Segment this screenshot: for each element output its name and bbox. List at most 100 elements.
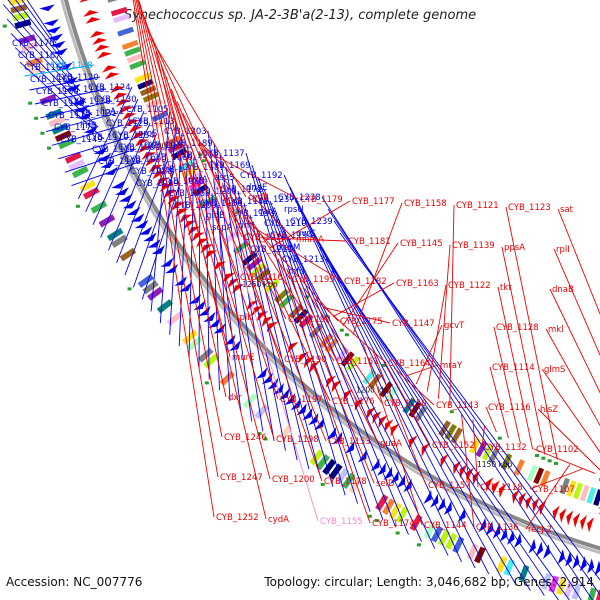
plus-cog-block <box>51 123 69 135</box>
minus-strand-gene-arrow <box>213 261 227 272</box>
plus-cog-block <box>111 234 128 248</box>
minus-label-leader <box>146 26 243 238</box>
plus-strand-gene-arrow <box>579 556 587 572</box>
plus-gene-label: CYB_1237 <box>252 195 295 205</box>
plus-gene-label: dnaE <box>246 183 267 193</box>
plus-green-marker <box>367 514 372 518</box>
minus-gene-label: rplI <box>556 245 570 255</box>
minus-gene-label: CYB_1116 <box>488 403 531 413</box>
minus-strand-gene-arrow <box>325 375 337 388</box>
plus-label-leader <box>251 164 359 504</box>
plus-strand-gene-arrow <box>57 62 73 70</box>
minus-strand-gene-arrow <box>94 44 110 52</box>
minus-strand-gene-arrow <box>298 351 310 364</box>
minus-gene-label: sat <box>560 205 574 215</box>
plus-gene-label: infB <box>80 121 97 131</box>
plus-cog-block <box>45 108 63 120</box>
plus-strand-gene-arrow <box>96 153 112 162</box>
plus-strand-gene-arrow <box>535 541 544 557</box>
minus-cog-block <box>481 443 494 461</box>
plus-gene-label: uvrA <box>188 175 208 185</box>
plus-label-leader <box>21 0 63 56</box>
plus-cog-block <box>26 56 44 68</box>
plus-strand-gene-arrow <box>83 125 99 134</box>
plus-cog-block <box>503 558 515 576</box>
minus-label-leader <box>286 268 375 484</box>
minus-strand-gene-arrow <box>552 505 560 521</box>
minus-cog-block <box>107 0 118 3</box>
plus-cog-block <box>540 572 552 590</box>
plus-cog-block <box>98 214 116 228</box>
minus-label-leader <box>137 0 227 398</box>
plus-cog-block <box>10 3 28 14</box>
minus-strand-gene-arrow <box>566 510 574 526</box>
minus-strand-gene-arrow <box>372 411 382 425</box>
plus-cog-block <box>142 280 159 295</box>
minus-gene-label: CYB_1215 <box>244 233 287 243</box>
minus-strand-gene-arrow <box>573 512 581 528</box>
minus-label-leader <box>295 278 379 444</box>
minus-gene-label: CYB_1143 <box>436 401 479 411</box>
minus-gene-label: CYB_1176 <box>332 397 375 407</box>
plus-green-marker <box>374 519 379 523</box>
plus-strand-gene-arrow <box>143 232 157 242</box>
minus-label-leader <box>460 412 475 528</box>
plus-gene-label: CYB_1167 <box>18 51 61 61</box>
minus-strand-gene-arrow <box>466 467 474 482</box>
minus-gene-label: CYB_1157 <box>428 481 471 491</box>
plus-label-leader <box>58 136 131 160</box>
minus-strand-gene-arrow <box>409 435 418 449</box>
plus-strand-gene-arrow <box>203 311 216 323</box>
plus-label-leader <box>150 108 171 312</box>
minus-strand-gene-arrow <box>287 341 299 354</box>
minus-strand-gene-arrow <box>421 442 430 457</box>
plus-gene-label: CYB_1130 <box>94 95 137 105</box>
plus-gene-label: CYB_1213 <box>282 255 325 265</box>
kbp-tick-label: 1150 kbp <box>477 460 513 469</box>
minus-gene-label: CYB_1118 <box>480 483 523 493</box>
plus-strand-gene-arrow <box>134 219 149 229</box>
minus-gene-label: CYB_1246 <box>224 433 267 443</box>
minus-cog-block <box>278 293 294 309</box>
minus-green-marker <box>339 328 344 332</box>
plus-strand-gene-arrow <box>302 408 313 421</box>
plus-strand-gene-arrow <box>478 517 487 533</box>
minus-label-leader <box>485 406 497 433</box>
minus-label-leader <box>165 76 275 440</box>
plus-gene-label: CYB_1142 <box>226 197 269 207</box>
plus-label-leader <box>108 134 157 251</box>
minus-gene-label: CYB_1147 <box>392 319 435 329</box>
minus-label-leader <box>155 51 267 520</box>
minus-cog-block <box>475 440 488 458</box>
plus-gene-label: CYB_1189 <box>170 139 213 149</box>
minus-gene-label: cydB <box>248 193 269 203</box>
plus-cog-block <box>518 564 530 582</box>
plus-label-leader <box>141 182 181 300</box>
plus-label-leader <box>178 144 189 347</box>
plus-cog-block <box>348 476 363 494</box>
minus-label-leader <box>236 205 335 362</box>
plus-cog-block <box>395 506 409 524</box>
minus-label-leader <box>415 324 443 385</box>
minus-cog-block <box>539 470 551 487</box>
plus-label-leader <box>269 200 397 528</box>
minus-cog-block <box>438 420 451 437</box>
plus-gene-label: CYB_1109 <box>92 145 135 155</box>
minus-gene-label: dnaB <box>552 285 574 295</box>
minus-label-leader <box>188 125 291 280</box>
plus-gene-label: CYB_1239 <box>290 217 333 227</box>
minus-gene-label: CYB_1139 <box>452 241 495 251</box>
minus-label-leader <box>304 288 383 404</box>
minus-label-leader <box>194 136 295 240</box>
plus-label-leader <box>24 64 95 77</box>
minus-gene-label: CYB_1181 <box>348 237 391 247</box>
minus-strand-gene-arrow <box>141 152 156 160</box>
plus-cog-block <box>466 543 479 561</box>
minus-label-leader <box>481 425 486 448</box>
map-title: Synechococcus sp. JA-2-3B'a(2-13), compl… <box>123 8 477 23</box>
minus-gene-label: CYB_1200 <box>272 475 315 485</box>
minus-strand-gene-arrow <box>134 139 150 147</box>
minus-gene-label: CYB_1190 <box>284 355 327 365</box>
minus-gene-label: rplK <box>236 313 253 323</box>
